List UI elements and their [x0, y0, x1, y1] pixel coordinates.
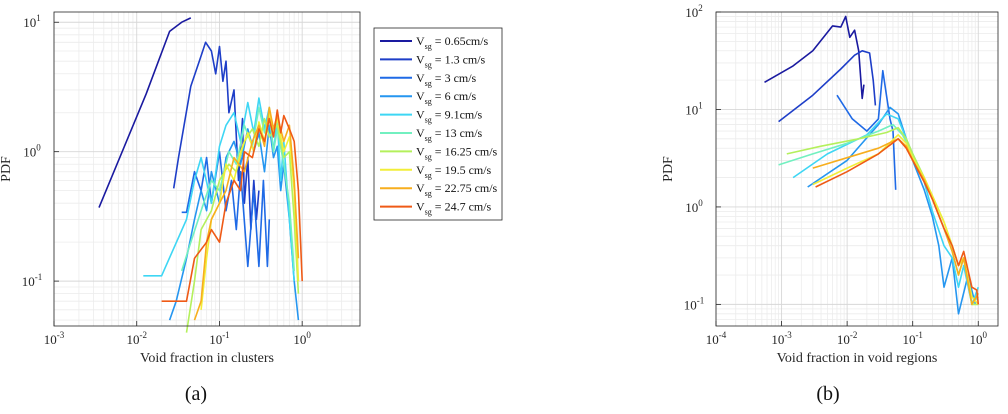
- legend-label: Vsg = 22.75 cm/s: [416, 181, 498, 198]
- panel-b-y-tick-label: 100: [685, 198, 703, 215]
- panel-b-y-tick-label: 10-1: [684, 295, 705, 312]
- panel-b-x-tick-label: 10-3: [771, 330, 792, 347]
- panel-b-y-tick-label: 101: [685, 100, 703, 117]
- panel-b-y-axis-label: PDF: [661, 156, 676, 182]
- panel-a-y-tick-label: 101: [23, 13, 41, 30]
- panel-a-series-line-9: [193, 106, 300, 321]
- legend-entry: Vsg = 9.1cm/s: [380, 108, 483, 125]
- legend-entry: Vsg = 0.65cm/s: [380, 34, 489, 51]
- legend-label: Vsg = 19.5 cm/s: [416, 163, 492, 180]
- panel-a-series-line-10: [161, 109, 303, 303]
- panel-a-series-line-3: [181, 150, 271, 268]
- panel-a-series-line-4: [168, 124, 300, 321]
- panel-a-x-axis-label: Void fraction in clusters: [140, 351, 274, 366]
- panel-b-minor-grid: [716, 12, 998, 326]
- legend-entry: Vsg = 13 cm/s: [380, 126, 483, 143]
- panel-b-series-line-1: [764, 15, 865, 100]
- panel-a-y-tick-label: 100: [23, 143, 41, 160]
- legend-label: Vsg = 13 cm/s: [416, 126, 483, 143]
- panel-a-series-line-2: [172, 41, 260, 231]
- panel-b-x-tick-label: 10-4: [706, 330, 727, 347]
- caption-a: (a): [185, 383, 207, 405]
- panel-b-x-tick-label: 10-2: [837, 330, 858, 347]
- legend-entry: Vsg = 6 cm/s: [380, 89, 477, 106]
- panel-a-x-tick-label: 100: [293, 330, 311, 347]
- panel-b-chart: 10-4 10-3 10-2 10-1 100 10-1 100 101 102 Void fra…: [661, 3, 999, 366]
- legend-entry: Vsg = 22.75 cm/s: [380, 181, 498, 198]
- legend-entry: Vsg = 16.25 cm/s: [380, 144, 498, 161]
- panel-b-y-tick-label: 102: [685, 3, 703, 20]
- panel-b-plot-area: [716, 12, 998, 326]
- legend-entry: Vsg = 3 cm/s: [380, 71, 477, 88]
- panel-a-chart: 10-3 10-2 10-1 100 10-1 100 101 Void fraction i…: [0, 11, 361, 366]
- panel-b-series-line-10: [815, 138, 980, 305]
- panel-a-y-axis-label: PDF: [0, 156, 14, 182]
- panel-a-axes-frame: [53, 11, 361, 327]
- panel-a-series-line-1: [98, 17, 192, 208]
- legend-entry: Vsg = 24.7 cm/s: [380, 200, 492, 217]
- legend-label: Vsg = 24.7 cm/s: [416, 200, 492, 217]
- legend-label: Vsg = 3 cm/s: [416, 71, 477, 88]
- panel-b-x-tick-label: 100: [970, 330, 988, 347]
- panel-b-x-tick-label: 10-1: [902, 330, 923, 347]
- legend-label: Vsg = 16.25 cm/s: [416, 144, 498, 161]
- legend-label: Vsg = 9.1cm/s: [416, 108, 483, 125]
- caption-b: (b): [816, 383, 839, 405]
- legend-label: Vsg = 0.65cm/s: [416, 34, 489, 51]
- panel-b-series-line-3: [836, 69, 897, 190]
- panel-b-axes-frame: [715, 11, 999, 327]
- panel-a-x-tick-label: 10-2: [126, 330, 147, 347]
- panel-a-x-tick-label: 10-1: [209, 330, 230, 347]
- panel-a-y-tick-label: 10-1: [22, 272, 43, 289]
- legend-label: Vsg = 6 cm/s: [416, 89, 477, 106]
- panel-b-x-axis-label: Void fraction in void regions: [777, 351, 938, 366]
- legend-entry: Vsg = 19.5 cm/s: [380, 163, 492, 180]
- panel-a-series-line-5: [143, 97, 295, 282]
- legend-entry: Vsg = 1.3 cm/s: [380, 52, 486, 69]
- panel-b-series-line-2: [778, 49, 877, 123]
- panel-a-series-line-7: [185, 117, 300, 333]
- legend-label: Vsg = 1.3 cm/s: [416, 52, 486, 69]
- panel-a-x-tick-label: 10-3: [44, 330, 65, 347]
